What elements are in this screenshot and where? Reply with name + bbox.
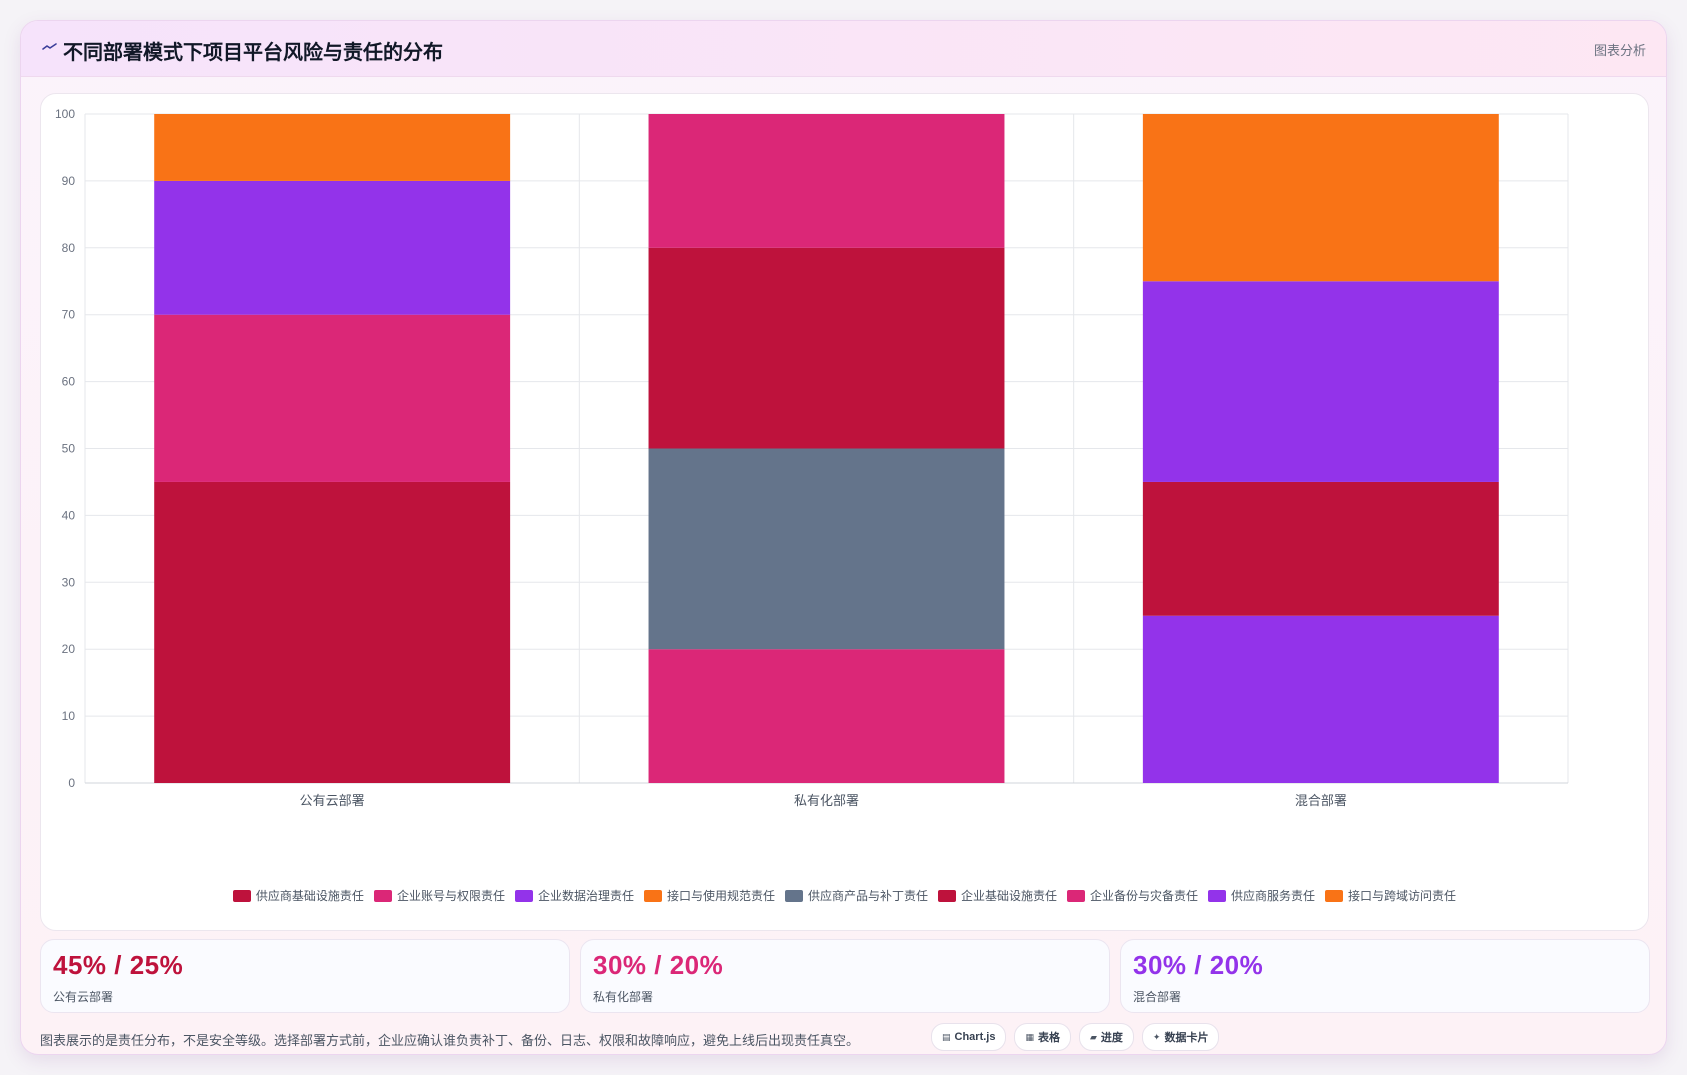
bar-segment	[154, 314, 511, 482]
bar-segment	[648, 247, 1005, 449]
stat-value: 30% / 20%	[1133, 950, 1264, 980]
chip-data-card[interactable]: ✦ 数据卡片	[1141, 1023, 1220, 1051]
legend-label: 接口与跨域访问责任	[1348, 889, 1457, 903]
stat-card-private: 30% / 20% 私有化部署	[580, 939, 1110, 1013]
legend-item[interactable]: 企业数据治理责任	[514, 887, 634, 904]
legend-label: 接口与使用规范责任	[666, 889, 775, 903]
legend-swatch	[938, 889, 956, 902]
y-tick-label: 70	[62, 308, 76, 322]
bar-segment	[1142, 281, 1499, 482]
legend-item[interactable]: 企业备份与灾备责任	[1067, 887, 1198, 904]
bar-segment	[154, 481, 511, 783]
y-tick-label: 80	[62, 241, 76, 255]
bar-segment	[154, 180, 511, 315]
chip-label: 数据卡片	[1164, 1032, 1209, 1044]
legend-item[interactable]: 企业账号与权限责任	[373, 887, 505, 904]
legend-swatch	[373, 889, 392, 902]
legend-label: 企业基础设施责任	[961, 889, 1058, 903]
legend-swatch	[1208, 889, 1227, 902]
chip-label: 表格	[1038, 1032, 1060, 1044]
bar-segment	[154, 114, 511, 181]
bar-segment	[648, 114, 1005, 248]
legend-swatch	[232, 889, 251, 902]
legend-swatch	[643, 889, 662, 902]
stat-card-hybrid: 30% / 20% 混合部署	[1120, 939, 1650, 1013]
y-tick-label: 40	[62, 508, 76, 522]
legend-item[interactable]: 企业基础设施责任	[938, 887, 1057, 904]
chart-analysis-label: 图表分析	[1593, 43, 1646, 58]
trend-line-icon	[42, 43, 57, 50]
tech-chips: ▤ Chart.js ▦ 表格 ▰ 进度 ✦ 数据卡片	[931, 1023, 1220, 1051]
legend-item[interactable]: 供应商基础设施责任	[232, 887, 364, 904]
progress-icon: ▰	[1090, 1031, 1097, 1042]
sparkle-icon: ✦	[1152, 1031, 1161, 1042]
chip-chartjs[interactable]: ▤ Chart.js	[931, 1023, 1007, 1051]
legend-label: 供应商产品与补丁责任	[807, 889, 928, 903]
bar-segment	[648, 448, 1005, 650]
y-tick-label: 20	[62, 642, 76, 656]
bar-segment	[1142, 481, 1499, 616]
y-tick-label: 0	[68, 776, 75, 790]
chip-table[interactable]: ▦ 表格	[1014, 1023, 1071, 1051]
chart-panel: 不同部署模式下项目平台风险与责任的分布 图表分析 0 10 20 30 40 50 60 70…	[20, 20, 1667, 1055]
stat-value: 30% / 20%	[593, 950, 724, 980]
legend-swatch	[1325, 889, 1344, 902]
stat-card-public-cloud: 45% / 25% 公有云部署	[40, 939, 570, 1013]
legend-label: 供应商服务责任	[1231, 889, 1316, 903]
legend-label: 供应商基础设施责任	[255, 889, 364, 903]
y-tick-label: 90	[62, 174, 76, 188]
table-icon: ▦	[1025, 1031, 1034, 1042]
bar-segment	[1142, 114, 1499, 282]
legend-item[interactable]: 供应商产品与补丁责任	[784, 887, 928, 904]
y-tick-label: 10	[62, 709, 76, 723]
x-tick-label: 混合部署	[1295, 793, 1347, 808]
x-tick-label: 私有化部署	[794, 793, 859, 808]
legend-swatch	[514, 889, 533, 902]
legend-item[interactable]: 供应商服务责任	[1208, 887, 1315, 904]
panel-header: 不同部署模式下项目平台风险与责任的分布 图表分析	[21, 21, 1666, 77]
chip-label: Chart.js	[954, 1031, 996, 1043]
legend-swatch	[1067, 889, 1086, 902]
chart-card: 0 10 20 30 40 50 60 70 80 90 100 公有云部署 私有化部署 混合部署 供应商…	[40, 93, 1649, 931]
stacked-bar-chart: 0 10 20 30 40 50 60 70 80 90 100 公有云部署 私有化部署 混合部署	[55, 107, 1569, 808]
legend-label: 企业备份与灾备责任	[1090, 889, 1199, 903]
stat-label: 私有化部署	[593, 990, 654, 1004]
page-title: 不同部署模式下项目平台风险与责任的分布	[63, 42, 443, 64]
y-tick-label: 100	[55, 107, 75, 121]
legend-item[interactable]: 接口与跨域访问责任	[1325, 887, 1456, 904]
y-tick-label: 60	[62, 375, 76, 389]
chart-icon: ▤	[942, 1031, 951, 1042]
chip-progress[interactable]: ▰ 进度	[1079, 1023, 1134, 1051]
chip-label: 进度	[1100, 1032, 1123, 1044]
stat-label: 混合部署	[1133, 990, 1182, 1004]
bar-segment	[1142, 615, 1499, 783]
x-tick-label: 公有云部署	[300, 793, 365, 808]
legend-label: 企业账号与权限责任	[396, 889, 505, 903]
stat-label: 公有云部署	[53, 990, 114, 1004]
bar-segment	[648, 649, 1005, 783]
stat-value: 45% / 25%	[53, 950, 184, 980]
legend-item[interactable]: 接口与使用规范责任	[643, 887, 775, 904]
legend-label: 企业数据治理责任	[537, 889, 634, 903]
chart-legend: 供应商基础设施责任 企业账号与权限责任 企业数据治理责任 接口与使用规范责任 供应商产品…	[41, 887, 1648, 904]
y-tick-label: 30	[62, 575, 76, 589]
legend-swatch	[784, 889, 803, 902]
footer-note: 图表展示的是责任分布，不是安全等级。选择部署方式前，企业应确认谁负责补丁、备份、…	[40, 1033, 860, 1048]
y-tick-label: 50	[62, 442, 76, 456]
